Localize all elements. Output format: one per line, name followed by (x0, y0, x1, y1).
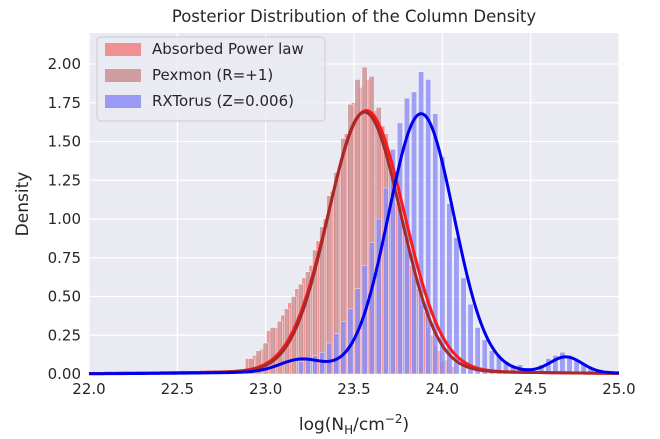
x-tick-label: 23.0 (249, 380, 282, 398)
histogram-series (245, 79, 456, 375)
y-axis-label: Density (13, 172, 33, 237)
histogram-bar (488, 350, 495, 375)
x-tick-label: 24.0 (426, 380, 459, 398)
x-tick-label: 24.5 (514, 380, 547, 398)
y-tick-labels: 0.00 0.25 0.50 0.75 1.00 1.25 1.50 1.75 2.00 (48, 55, 81, 383)
histogram-bar (340, 321, 347, 375)
histogram-bar (453, 237, 460, 375)
histogram-bar (382, 187, 389, 375)
y-tick-label: 0.00 (48, 365, 81, 383)
legend-label: Pexmon (R=+1) (152, 66, 273, 84)
histogram-bar (474, 327, 481, 375)
histogram-bar (418, 71, 424, 375)
chart-title: Posterior Distribution of the Column Den… (172, 7, 537, 26)
kde-curve (89, 112, 620, 376)
x-tick-label: 25.0 (602, 380, 635, 398)
x-tick-labels: 22.0 22.5 23.0 23.5 24.0 24.5 25.0 (72, 380, 635, 398)
legend-label: RXTorus (Z=0.006) (152, 92, 294, 110)
legend: Absorbed Power law Pexmon (R=+1) RXTorus (… (96, 36, 326, 122)
histogram-bar (326, 342, 333, 375)
x-tick-label: 23.5 (337, 380, 370, 398)
histogram-bar (411, 91, 417, 375)
histogram-bar (467, 304, 474, 375)
histogram-bar (298, 361, 304, 375)
histogram-bar (390, 149, 396, 375)
histogram-bar (375, 218, 382, 375)
y-tick-label: 0.50 (48, 288, 81, 306)
histogram-bar (397, 122, 403, 375)
legend-swatch (105, 43, 141, 56)
histogram-bar (312, 355, 318, 375)
histogram-bar (446, 203, 453, 375)
legend-swatch (105, 95, 141, 108)
histogram-bar (248, 358, 255, 375)
histogram-bar (460, 277, 467, 375)
y-tick-label: 2.00 (48, 55, 81, 73)
histogram-bar (262, 342, 269, 375)
x-tick-label: 22.0 (72, 380, 105, 398)
histogram-bar (269, 327, 276, 375)
histogram-bar (319, 352, 326, 375)
kde-curves (88, 108, 620, 376)
histogram-bar (481, 339, 488, 375)
histogram-bar (425, 79, 432, 375)
histogram-bar (432, 113, 439, 375)
x-tick-label: 22.5 (161, 380, 194, 398)
histogram-bar (255, 350, 262, 375)
legend-box (96, 36, 326, 122)
legend-swatch (105, 69, 141, 82)
histogram-bar (368, 242, 375, 375)
y-tick-label: 1.75 (48, 94, 81, 112)
y-tick-label: 1.50 (48, 133, 81, 151)
y-tick-label: 0.25 (48, 326, 81, 344)
histogram-bar (333, 333, 340, 375)
legend-label: Absorbed Power law (152, 40, 304, 58)
y-tick-label: 0.75 (48, 249, 81, 267)
x-axis-label: log(NH/cm−2) (299, 412, 409, 437)
y-tick-label: 1.00 (48, 210, 81, 228)
y-tick-label: 1.25 (48, 171, 81, 189)
